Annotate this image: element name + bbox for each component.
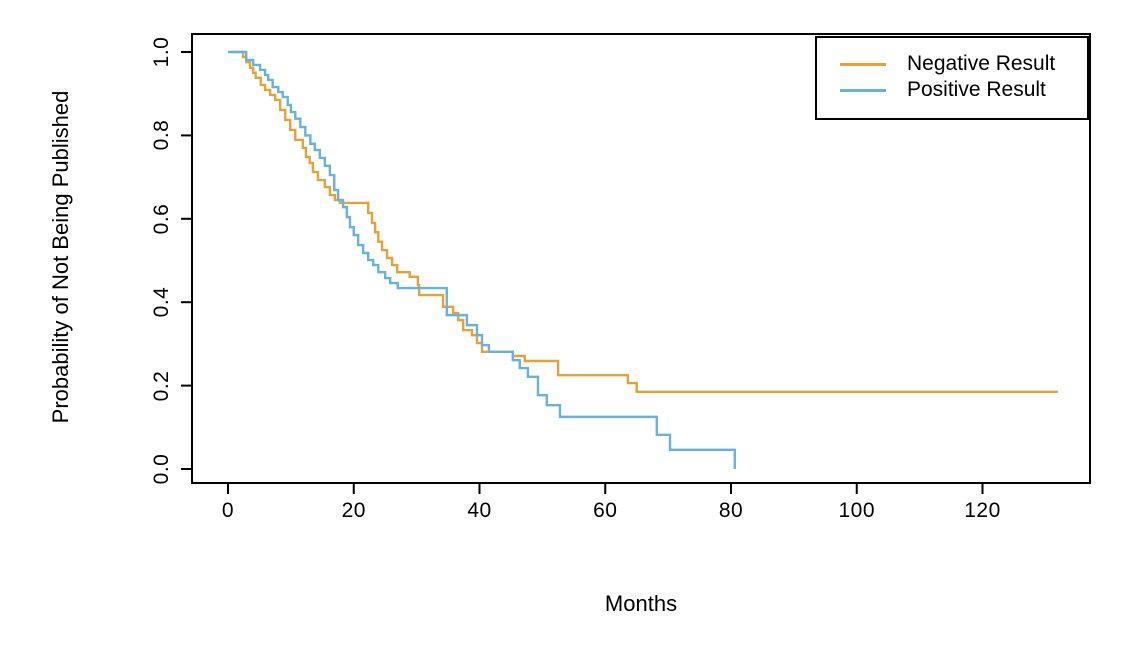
positive-result-curve bbox=[228, 50, 736, 469]
plot-border-box bbox=[191, 33, 1091, 484]
x-tick-label: 20 bbox=[341, 499, 366, 522]
x-axis-title: Months bbox=[604, 591, 678, 616]
x-tick-label: 0 bbox=[221, 499, 235, 522]
x-tick-label: 100 bbox=[838, 499, 876, 522]
legend-label-positive-result: Positive Result bbox=[907, 78, 1046, 101]
negative-result-curve bbox=[231, 50, 1058, 394]
x-tick-label: 80 bbox=[718, 499, 744, 522]
legend-label-negative-result: Negative Result bbox=[907, 52, 1056, 75]
y-tick-label: 0.0 bbox=[150, 453, 173, 485]
y-tick-label: 1.0 bbox=[150, 36, 173, 68]
legend-item-negative-result: Negative Result bbox=[840, 51, 1087, 77]
x-tick-label: 120 bbox=[964, 499, 1001, 522]
x-tick-label: 40 bbox=[467, 499, 492, 522]
legend: Negative Result Positive Result bbox=[815, 36, 1089, 120]
y-axis-title: Probability of Not Being Published bbox=[48, 90, 73, 424]
legend-item-positive-result: Positive Result bbox=[840, 77, 1087, 103]
x-tick-label: 60 bbox=[593, 499, 618, 522]
y-tick-label: 0.6 bbox=[150, 203, 173, 235]
y-tick-label: 0.2 bbox=[150, 370, 173, 401]
positive-result-line-swatch bbox=[840, 88, 886, 92]
negative-result-line-swatch bbox=[840, 62, 886, 66]
y-tick-label: 0.8 bbox=[150, 120, 173, 151]
y-tick-label: 0.4 bbox=[150, 286, 173, 318]
